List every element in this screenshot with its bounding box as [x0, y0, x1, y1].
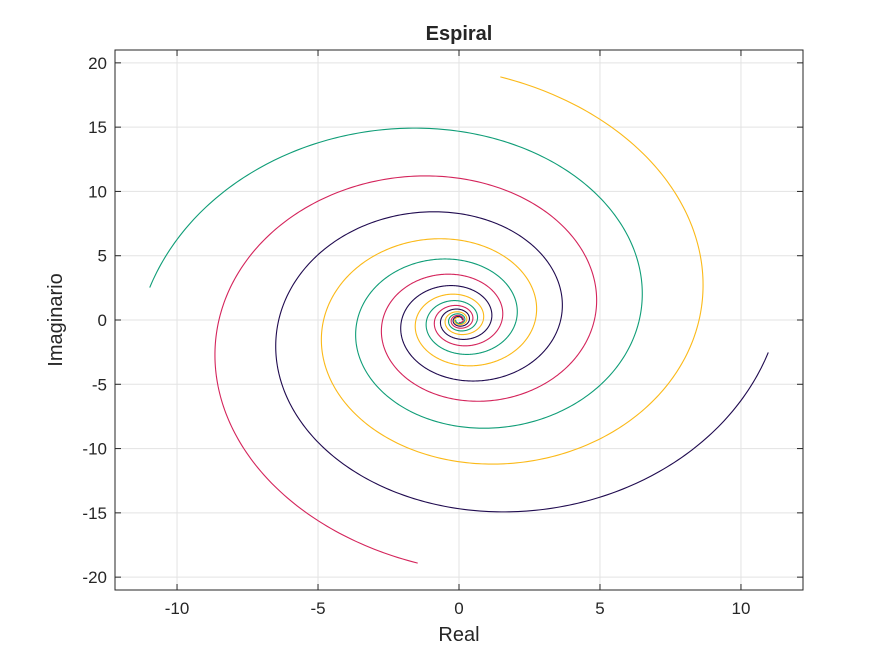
y-tick-label: -15	[82, 504, 107, 523]
spiral-series-line-4	[214, 175, 598, 564]
series-group	[149, 76, 769, 564]
y-axis-label: Imaginario	[45, 273, 67, 366]
x-tick-label: 5	[595, 599, 604, 618]
y-tick-label: 20	[88, 54, 107, 73]
spiral-series-line-3	[149, 127, 643, 429]
y-tick-label: 10	[88, 182, 107, 201]
spiral-series-line-1	[275, 211, 769, 513]
chart-title: Espiral	[426, 23, 493, 45]
y-tick-label: -20	[82, 568, 107, 587]
grid	[115, 50, 803, 590]
spiral-series-line-2	[320, 76, 704, 465]
ticks: -10 -5 0 5 10 -20 -15 -10 -5 0 5 10 15 20	[82, 50, 803, 618]
x-tick-label: 0	[454, 599, 463, 618]
y-tick-label: 15	[88, 118, 107, 137]
y-tick-label: -10	[82, 440, 107, 459]
y-tick-label: 5	[98, 247, 107, 266]
x-tick-label: -10	[165, 599, 190, 618]
y-tick-label: 0	[98, 311, 107, 330]
x-tick-label: -5	[310, 599, 325, 618]
x-axis-label: Real	[438, 624, 479, 646]
y-tick-label: -5	[92, 375, 107, 394]
x-tick-label: 10	[732, 599, 751, 618]
